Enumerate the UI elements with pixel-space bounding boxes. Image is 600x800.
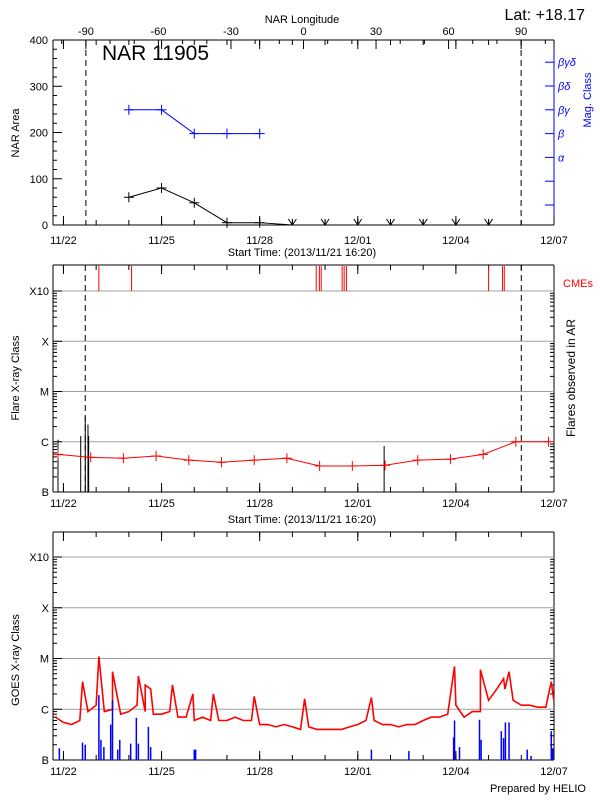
- longitude-tick-label: 90: [515, 26, 527, 38]
- longitude-tick-label: 30: [370, 26, 382, 38]
- footer-credit: Prepared by HELIO: [490, 783, 586, 795]
- area-tick-label: 300: [30, 81, 48, 93]
- nar-x-tick-label: 11/22: [50, 235, 77, 247]
- mag-tick-label: α: [558, 152, 565, 164]
- flare-panel-x-tick-label: 12/04: [442, 498, 470, 510]
- p3-ylabel: GOES X-ray Class: [10, 614, 22, 706]
- longitude-tick-label: -90: [78, 26, 94, 38]
- area-tick-label: 400: [30, 35, 48, 47]
- flare-panel-x-tick-label: 12/07: [540, 498, 568, 510]
- mag-tick-label: β: [557, 129, 565, 141]
- area-zero-marker: [418, 218, 428, 226]
- goes-panel-ytick-label: X: [42, 603, 50, 615]
- goes-panel-x-tick-label: 12/04: [442, 766, 470, 778]
- flare-panel-ytick-label: X: [42, 336, 50, 348]
- cme-label: CMEs: [563, 278, 593, 290]
- area-tick-label: 100: [30, 174, 48, 186]
- area-zero-marker: [484, 218, 494, 226]
- p1-xlabel: Start Time: (2013/11/21 16:20): [228, 247, 376, 259]
- goes-panel-ytick-label: X10: [29, 552, 49, 564]
- flare-panel-ytick-label: C: [41, 437, 49, 449]
- goes-long-channel-line: [54, 656, 555, 731]
- goes-panel-x-tick-label: 11/22: [50, 766, 77, 778]
- nar-x-tick-label: 12/07: [540, 235, 568, 247]
- area-tick-label: 0: [42, 220, 48, 232]
- latitude-label: Lat: +18.17: [504, 7, 585, 24]
- flare-average-line: [57, 441, 549, 467]
- area-zero-marker: [287, 218, 297, 226]
- goes-panel-ytick-label: M: [40, 654, 49, 666]
- flare-panel-x-tick-label: 11/28: [246, 498, 273, 510]
- goes-panel-x-tick-label: 12/01: [344, 766, 372, 778]
- area-zero-marker: [320, 218, 330, 226]
- longitude-tick-label: 60: [442, 26, 454, 38]
- flare-panel-x-tick-label: 11/22: [50, 498, 77, 510]
- p2-xlabel: Start Time: (2013/11/21 16:20): [228, 514, 376, 526]
- goes-panel-x-tick-label: 12/07: [540, 766, 568, 778]
- goes-panel-ytick-label: B: [42, 755, 49, 767]
- mag-tick-label: βδ: [557, 81, 571, 93]
- goes-panel-ytick-label: C: [41, 704, 49, 716]
- goes-panel-x-tick-label: 11/28: [246, 766, 273, 778]
- region-label: NAR 11905: [102, 42, 209, 65]
- top-axis-title: NAR Longitude: [265, 14, 340, 26]
- flare-panel-ytick-label: M: [40, 387, 49, 399]
- nar-x-tick-label: 11/25: [148, 235, 175, 247]
- goes-panel-x-tick-label: 11/25: [148, 766, 175, 778]
- nar-x-tick-label: 12/01: [344, 235, 372, 247]
- longitude-tick-label: -30: [223, 26, 239, 38]
- flare-panel-ytick-label: X10: [29, 286, 49, 298]
- area-tick-label: 200: [30, 128, 48, 140]
- p1-y2label: Mag. Class: [582, 72, 594, 128]
- area-zero-marker: [386, 218, 395, 226]
- area-zero-marker: [353, 218, 363, 226]
- flare-panel-ytick-label: B: [42, 487, 49, 499]
- area-line: [128, 187, 489, 226]
- area-zero-marker: [451, 218, 461, 226]
- flare-panel-x-tick-label: 11/25: [148, 498, 175, 510]
- longitude-tick-label: -60: [150, 26, 166, 38]
- p1-ylabel: NAR Area: [10, 108, 22, 158]
- p2-ylabel: Flare X-ray Class: [10, 335, 22, 420]
- nar-x-tick-label: 11/28: [246, 235, 273, 247]
- longitude-tick-label: 0: [300, 26, 306, 38]
- p2-y2label: Flares observed in AR: [564, 319, 578, 437]
- flare-panel-x-tick-label: 12/01: [344, 498, 372, 510]
- mag-tick-label: βγδ: [557, 57, 577, 69]
- nar-x-tick-label: 12/04: [442, 235, 470, 247]
- mag-tick-label: βγ: [557, 105, 571, 117]
